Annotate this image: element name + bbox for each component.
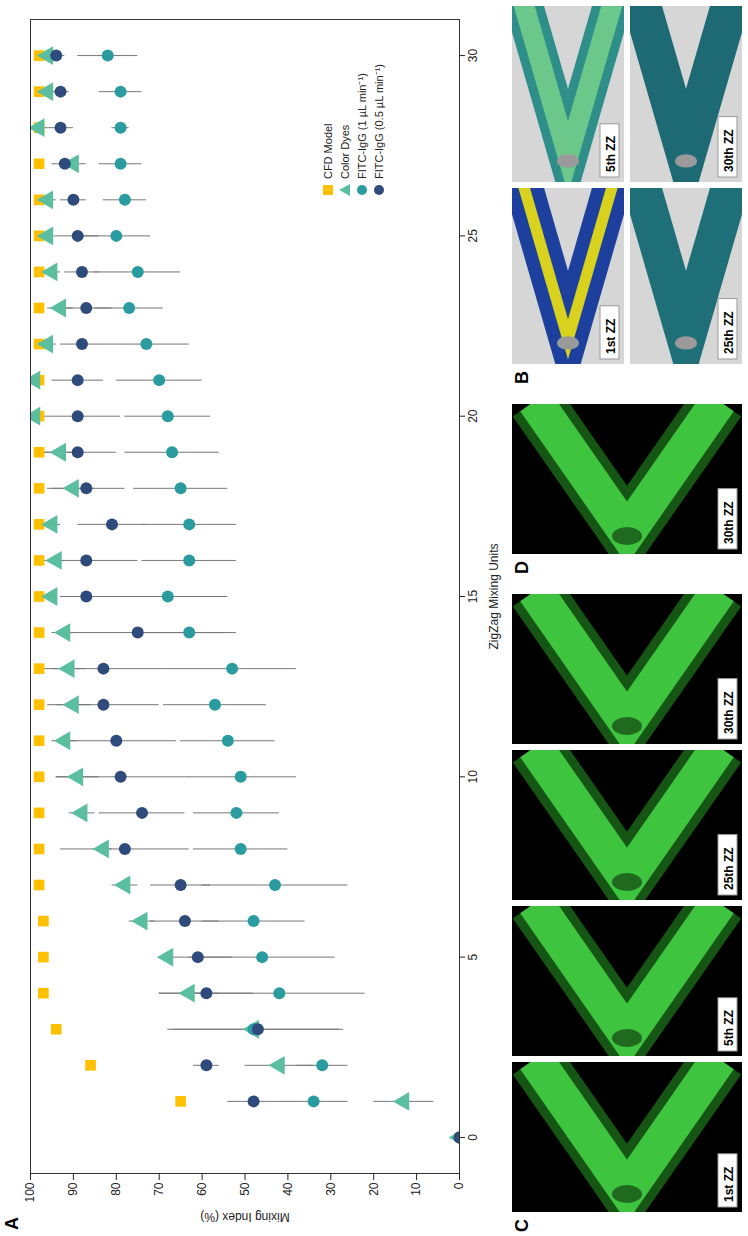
html-text:Color Dyes: Color Dyes <box>338 124 351 180</box>
svg-text:1st ZZ: 1st ZZ <box>722 1167 736 1202</box>
svg-text:5th ZZ: 5th ZZ <box>722 1010 736 1046</box>
svg-text:5th ZZ: 5th ZZ <box>604 136 618 172</box>
svg-text:0: 0 <box>466 1134 480 1141</box>
svg-text:90: 90 <box>66 1182 80 1196</box>
svg-text:80: 80 <box>109 1182 123 1196</box>
svg-text:1st ZZ: 1st ZZ <box>604 319 618 354</box>
svg-text:30th ZZ: 30th ZZ <box>722 501 736 544</box>
svg-text:50: 50 <box>238 1182 252 1196</box>
html-text:FITC-IgG (1 µL min⁻¹): FITC-IgG (1 µL min⁻¹) <box>356 73 368 180</box>
svg-text:25th ZZ: 25th ZZ <box>722 311 736 354</box>
svg-text:0: 0 <box>452 1182 466 1189</box>
html-text:FITC-IgG (0.5 µL min⁻¹): FITC-IgG (0.5 µL min⁻¹) <box>373 64 385 180</box>
html-text:CFD Model: CFD Model <box>321 123 334 180</box>
svg-text:5: 5 <box>466 953 480 960</box>
svg-text:Mixing Index (%): Mixing Index (%) <box>200 1210 289 1224</box>
svg-text:10: 10 <box>466 770 480 784</box>
html-text:D: D <box>512 561 532 574</box>
html-text:A: A <box>2 1217 22 1230</box>
html-text:B: B <box>512 371 532 384</box>
svg-text:40: 40 <box>281 1182 295 1196</box>
svg-text:30th ZZ: 30th ZZ <box>722 129 736 172</box>
svg-text:25: 25 <box>466 229 480 243</box>
svg-text:ZigZag Mixing Units: ZigZag Mixing Units <box>487 543 501 649</box>
html-text:C: C <box>512 1219 532 1232</box>
svg-text:10: 10 <box>409 1182 423 1196</box>
svg-text:60: 60 <box>195 1182 209 1196</box>
svg-text:15: 15 <box>466 590 480 604</box>
svg-text:30: 30 <box>324 1182 338 1196</box>
svg-text:30th ZZ: 30th ZZ <box>722 691 736 734</box>
svg-text:20: 20 <box>367 1182 381 1196</box>
svg-text:70: 70 <box>152 1182 166 1196</box>
svg-text:100: 100 <box>23 1182 37 1202</box>
svg-text:30: 30 <box>466 49 480 63</box>
svg-text:25th ZZ: 25th ZZ <box>722 847 736 890</box>
svg-text:20: 20 <box>466 409 480 423</box>
